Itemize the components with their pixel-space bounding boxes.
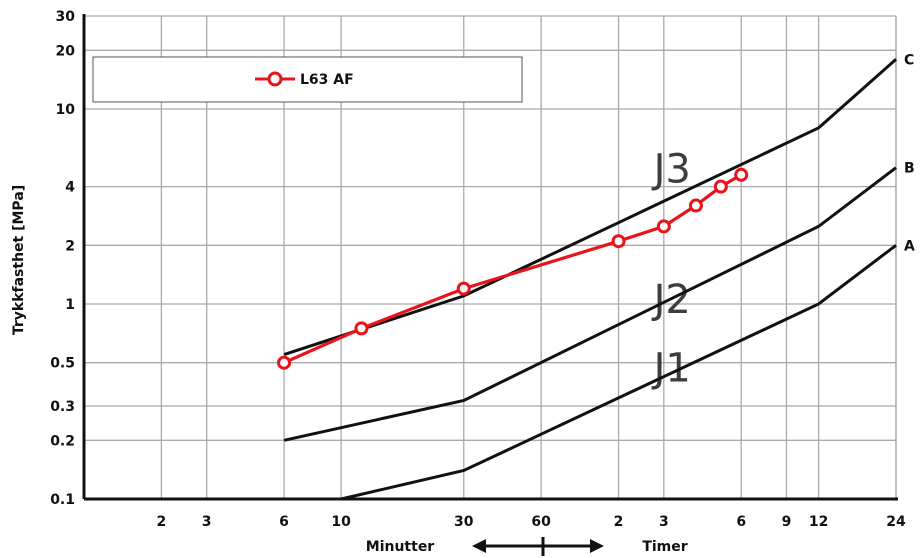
y-tick-label: 4 <box>65 180 75 196</box>
data-point <box>713 179 728 194</box>
x-tick-label: 10 <box>331 514 351 530</box>
x-tick-label: 30 <box>454 514 474 530</box>
y-tick-label: 0.5 <box>50 356 75 372</box>
region-label: J1 <box>651 346 691 392</box>
legend-label: L63 AF <box>300 72 354 88</box>
x-tick-label: 12 <box>809 514 828 530</box>
series-line <box>283 173 743 365</box>
double-arrow <box>472 537 604 556</box>
arrow-right-head <box>590 539 604 553</box>
x-tick-label: 2 <box>614 514 624 530</box>
y-tick-label: 10 <box>56 102 76 118</box>
boundary-line <box>283 166 897 442</box>
axes <box>82 14 898 501</box>
boundary-label: B <box>904 161 915 177</box>
y-tick-label: 0.1 <box>50 492 75 508</box>
boundary-label: A <box>904 238 915 254</box>
y-tick-label: 1 <box>65 297 75 313</box>
grid <box>84 15 897 499</box>
x-tick-label: 3 <box>202 514 212 530</box>
boundary-line <box>340 244 897 501</box>
x-axis-title-minutes: Minutter <box>366 539 435 555</box>
arrow-left-head <box>472 539 486 553</box>
data-point <box>456 281 471 296</box>
data-series <box>277 167 749 370</box>
boundary-lines: A B C <box>283 52 915 501</box>
legend-marker-swatch <box>267 71 283 87</box>
x-tick-label: 9 <box>782 514 792 530</box>
y-tick-label: 0.3 <box>50 399 75 415</box>
data-point <box>688 198 703 213</box>
data-point <box>734 167 749 182</box>
y-tick-label: 20 <box>56 43 76 59</box>
x-tick-label: 60 <box>531 514 551 530</box>
x-tick-label: 6 <box>736 514 746 530</box>
boundary-label: C <box>904 52 914 68</box>
region-label: J3 <box>651 146 691 192</box>
legend-frame <box>92 56 523 103</box>
legend: L63 AF <box>92 56 523 103</box>
data-point <box>611 234 626 249</box>
x-tick-label: 2 <box>157 514 167 530</box>
y-axis-title: Trykkfasthet [MPa] <box>11 185 27 335</box>
y-tick-label: 30 <box>56 9 76 25</box>
y-tick-label: 0.2 <box>50 433 75 449</box>
x-tick-label: 6 <box>279 514 289 530</box>
data-point <box>354 321 369 336</box>
data-point <box>656 219 671 234</box>
x-tick-label: 24 <box>886 514 906 530</box>
x-tick-label: 3 <box>659 514 669 530</box>
y-tick-label: 2 <box>65 238 75 254</box>
data-point <box>277 355 292 370</box>
x-axis-title-hours: Timer <box>642 539 687 555</box>
